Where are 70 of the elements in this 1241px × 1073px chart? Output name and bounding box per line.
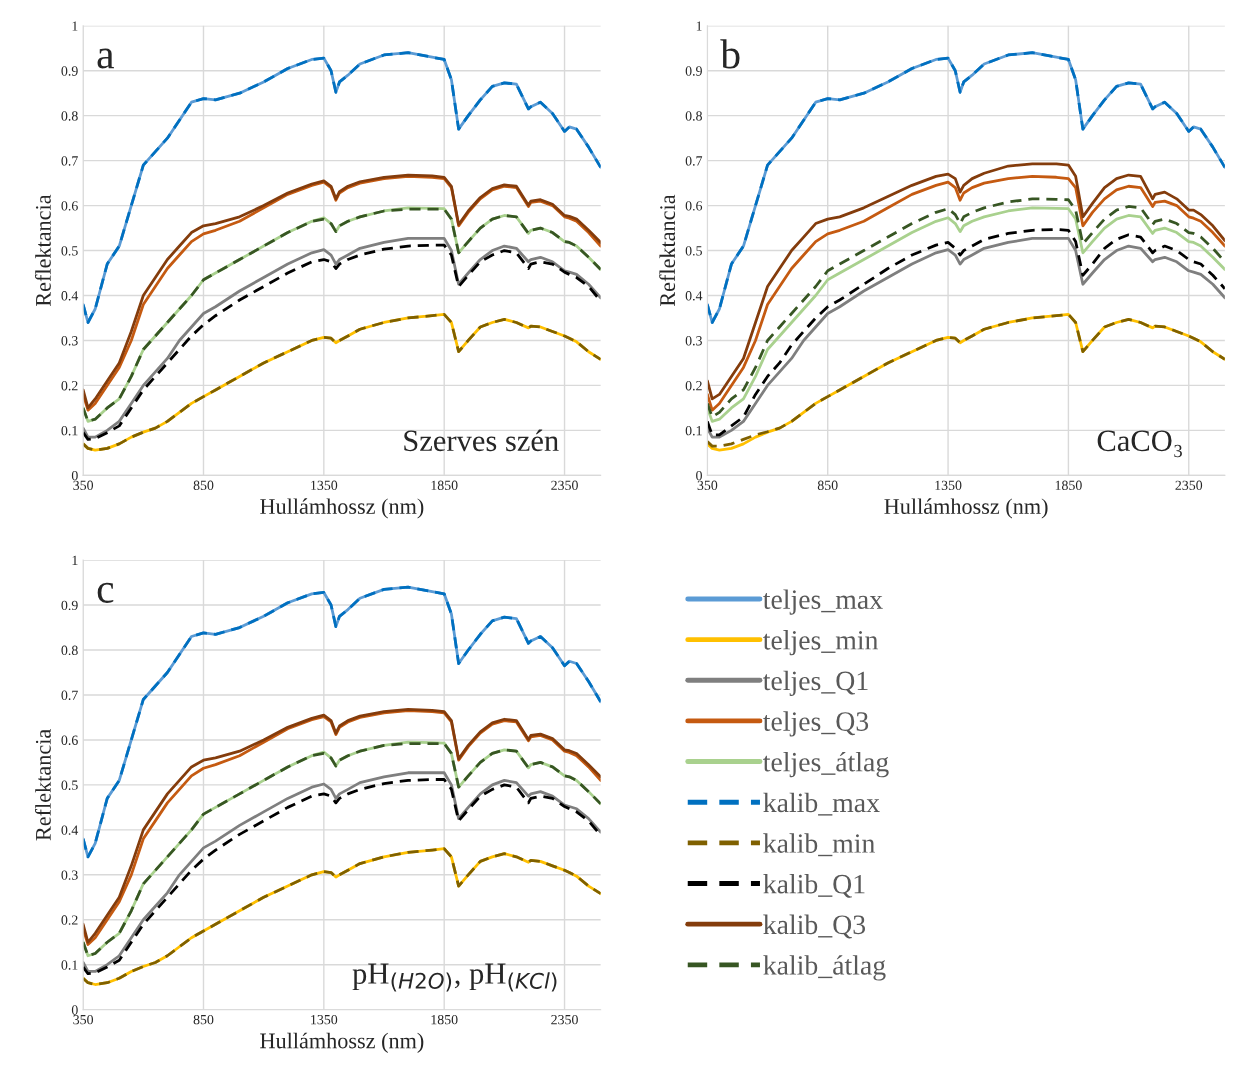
y-tick-label: 0.3: [61, 870, 78, 880]
x-axis-title: Hullámhossz (nm): [260, 498, 424, 519]
annotation: a: [97, 48, 115, 69]
y-tick-label: 0: [696, 470, 702, 481]
y-tick-label: 1: [72, 21, 78, 31]
x-tick-label: 1850: [431, 1014, 458, 1025]
annotation: c: [97, 582, 114, 603]
y-tick-label: 0.4: [61, 825, 79, 835]
y-tick-label: 0.3: [61, 336, 78, 346]
y-tick-label: 0.4: [685, 291, 703, 301]
legend-label: kalib_átlag: [763, 955, 886, 981]
y-tick-label: 0.5: [61, 246, 78, 256]
x-tick-label: 350: [73, 1014, 94, 1025]
x-tick-label: 850: [193, 480, 214, 490]
y-tick-label: 0.1: [61, 960, 78, 970]
legend-label: kalib_Q1: [763, 873, 865, 898]
y-tick-label: 0.3: [685, 336, 702, 346]
y-tick-label: 0.5: [61, 780, 78, 790]
y-tick-label: 0.7: [685, 156, 703, 166]
y-axis-title: Reflektancia: [34, 194, 51, 307]
y-tick-label: 0.9: [685, 66, 702, 76]
x-tick-label: 1350: [311, 1014, 338, 1025]
x-tick-label: 1850: [1055, 480, 1082, 490]
legend-label: teljes_átlag: [763, 751, 889, 778]
legend-label: kalib_min: [763, 833, 875, 857]
annotation: CaCO₃: [1097, 430, 1182, 458]
y-tick-label: 0.8: [685, 111, 702, 121]
y-tick-label: 0.6: [685, 201, 703, 211]
y-tick-label: 0.7: [61, 690, 78, 700]
y-axis-title: Reflektancia: [34, 729, 51, 841]
y-tick-label: 0: [71, 1005, 78, 1015]
x-axis-title: Hullámhossz (nm): [260, 1032, 424, 1053]
y-tick-label: 0.1: [61, 425, 78, 436]
legend-label: kalib_Q3: [763, 914, 866, 939]
x-axis-title: Hullámhossz (nm): [884, 498, 1048, 519]
x-tick-label: 2350: [1175, 480, 1203, 490]
annotation: Szerves szén: [404, 429, 559, 452]
x-tick-label: 850: [817, 480, 838, 490]
y-tick-label: 1: [696, 21, 702, 31]
y-tick-label: 0.7: [61, 156, 78, 166]
x-tick-label: 350: [697, 480, 718, 490]
y-tick-label: 0: [71, 470, 78, 481]
legend-label: teljes_Q3: [763, 711, 869, 737]
y-tick-label: 0.2: [61, 915, 78, 925]
y-tick-label: 1: [72, 555, 78, 565]
y-tick-label: 0.4: [61, 291, 79, 301]
x-tick-label: 350: [73, 480, 94, 490]
annotation: pH$_{(H2O)}$, pH$_{(KCl)}$: [352, 963, 557, 992]
y-tick-label: 0.9: [61, 66, 78, 76]
x-tick-label: 1850: [431, 480, 458, 490]
y-tick-label: 0.2: [61, 381, 78, 391]
y-tick-label: 0.1: [685, 425, 702, 436]
y-tick-label: 0.6: [61, 201, 78, 211]
x-tick-label: 2350: [551, 480, 578, 490]
annotation: b: [720, 39, 740, 69]
y-tick-label: 0.2: [685, 381, 702, 391]
y-axis-title: Reflektancia: [659, 194, 676, 307]
legend-label: teljes_Q1: [763, 670, 868, 696]
x-tick-label: 2350: [551, 1014, 578, 1025]
y-tick-label: 0.9: [61, 600, 78, 611]
legend-label: teljes_max: [763, 589, 883, 615]
x-tick-label: 850: [193, 1014, 214, 1025]
x-tick-label: 1350: [311, 480, 338, 490]
legend-label: teljes_min: [763, 630, 879, 656]
legend-label: kalib_max: [763, 792, 880, 816]
y-tick-label: 0.6: [61, 735, 78, 745]
y-tick-label: 0.8: [61, 111, 78, 121]
y-tick-label: 0.8: [61, 645, 78, 656]
y-tick-label: 0.5: [685, 246, 702, 256]
x-tick-label: 1350: [935, 480, 962, 490]
